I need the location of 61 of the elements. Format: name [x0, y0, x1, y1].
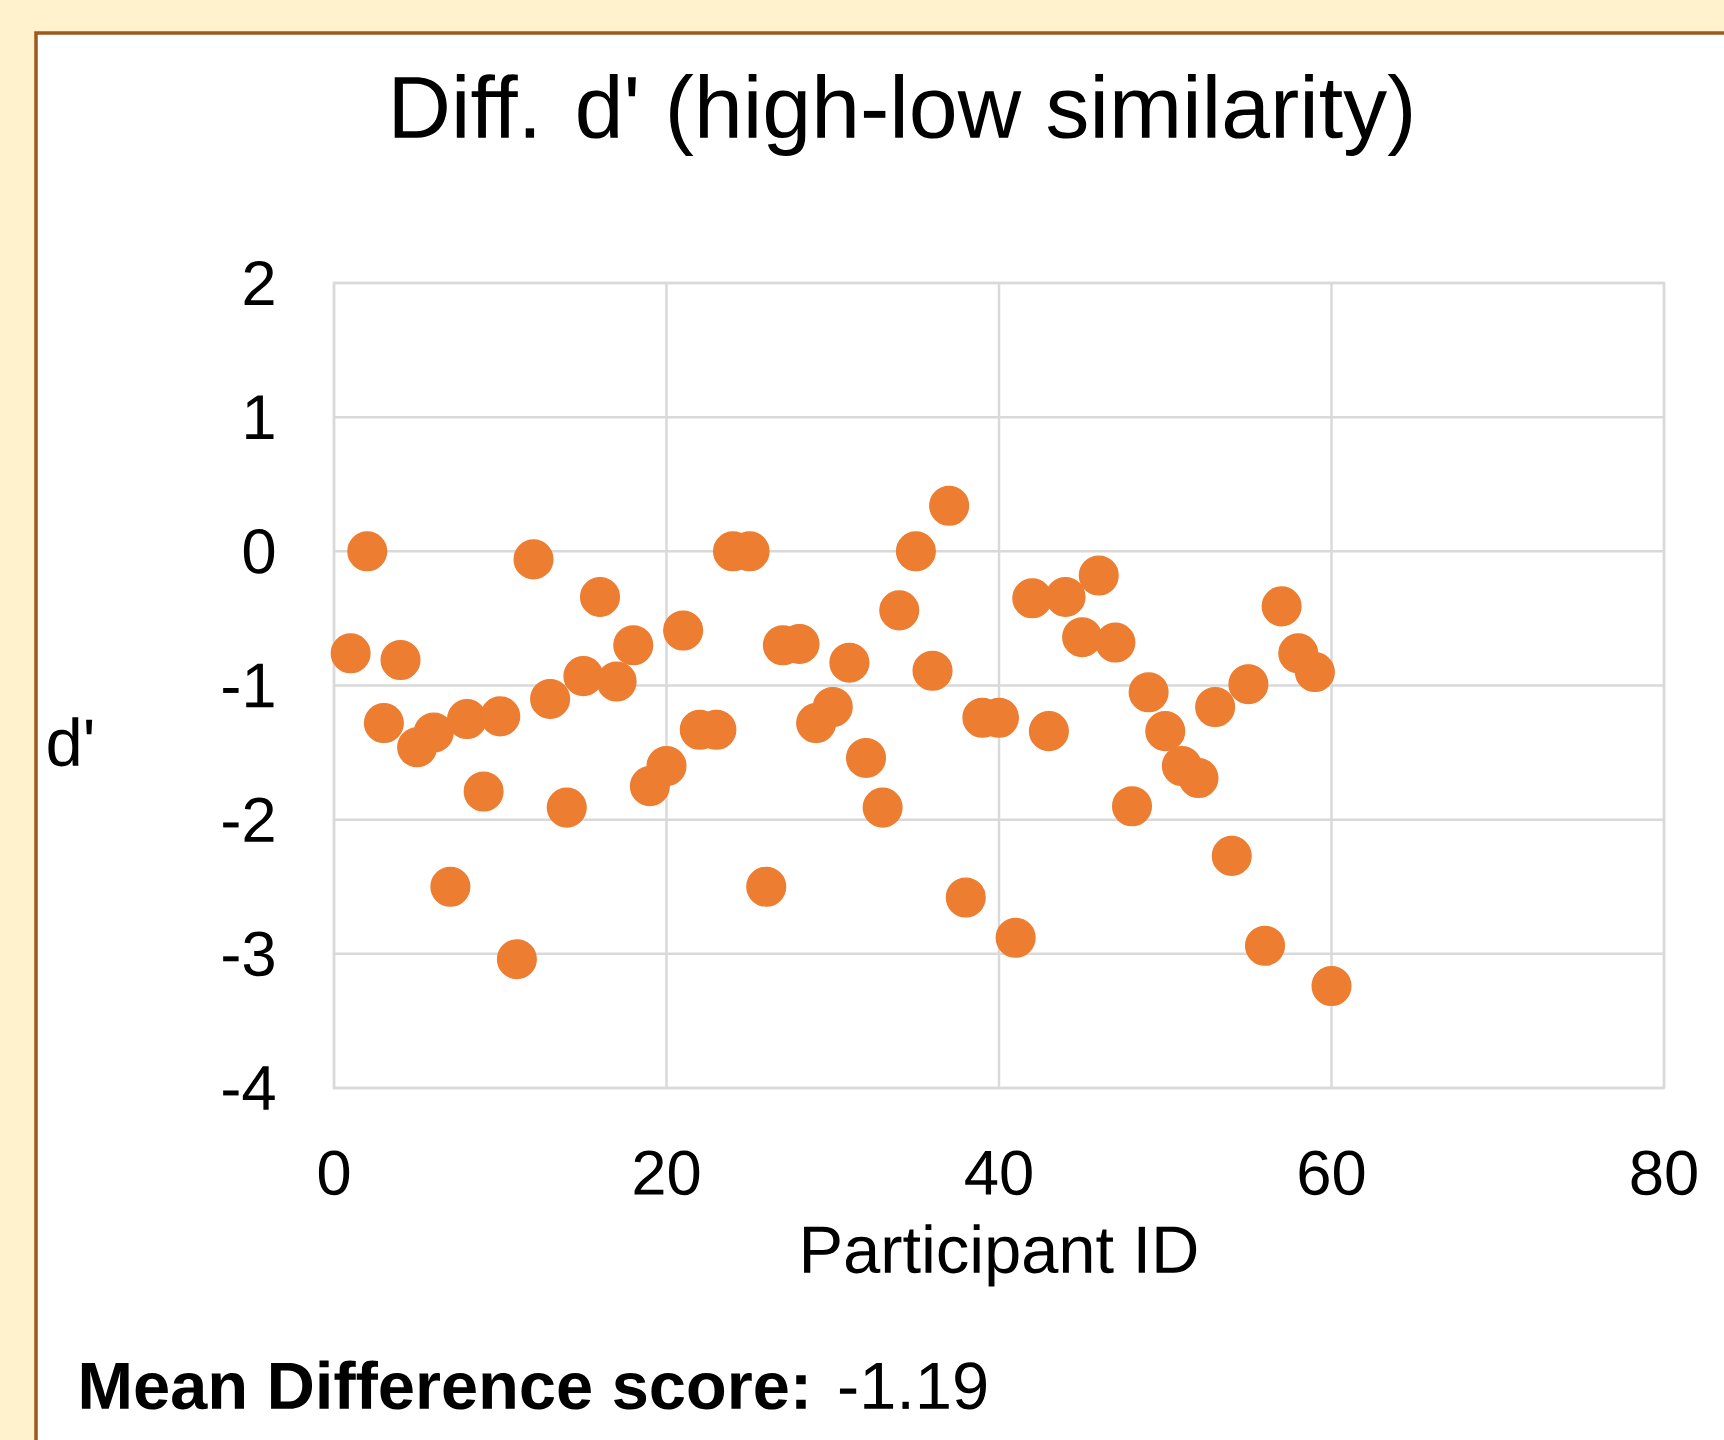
- point: [513, 539, 554, 580]
- y-tick-label: -3: [223, 931, 274, 977]
- point: [912, 650, 953, 691]
- y-tick-label: -2: [223, 797, 274, 842]
- y-tick-label: 1: [246, 395, 274, 439]
- x-tick-label: 40: [965, 1150, 1032, 1196]
- point: [1311, 966, 1352, 1007]
- point: [546, 787, 587, 828]
- point: [496, 939, 537, 980]
- x-axis-title: Participant ID: [804, 1224, 1197, 1287]
- point: [1228, 664, 1269, 705]
- point: [330, 633, 371, 674]
- point: [380, 639, 421, 681]
- point: [413, 712, 454, 753]
- point: [1128, 672, 1169, 713]
- point: [812, 686, 853, 728]
- point: [929, 485, 970, 526]
- point: [1261, 586, 1302, 627]
- y-tick-label: -4: [223, 1066, 275, 1110]
- point: [1111, 786, 1153, 827]
- point: [347, 531, 388, 572]
- x-tick-label: 0: [318, 1150, 350, 1196]
- point: [1045, 576, 1086, 617]
- point: [613, 625, 654, 666]
- point: [746, 866, 787, 907]
- point: [1294, 652, 1335, 693]
- point: [1244, 925, 1286, 966]
- point: [862, 787, 903, 828]
- point: [646, 745, 687, 787]
- point: [480, 696, 521, 737]
- point: [1078, 555, 1119, 596]
- point: [1195, 686, 1236, 728]
- point: [995, 917, 1036, 958]
- point: [663, 610, 704, 651]
- point: [1028, 711, 1069, 752]
- y-tick-label: -1: [223, 663, 274, 708]
- point: [1145, 711, 1186, 752]
- x-tick-label: 80: [1631, 1150, 1697, 1196]
- x-tick-label: 20: [634, 1150, 700, 1196]
- point: [463, 771, 504, 812]
- point: [895, 531, 936, 572]
- point: [829, 642, 870, 683]
- x-tick-label: 60: [1299, 1150, 1365, 1196]
- point: [1062, 617, 1103, 658]
- y-tick-label: 0: [243, 528, 275, 574]
- point: [1095, 622, 1136, 663]
- point: [1178, 758, 1219, 799]
- y-tick-label: 2: [244, 260, 274, 306]
- point: [579, 576, 621, 617]
- point: [430, 866, 471, 907]
- point: [530, 678, 571, 719]
- point: [845, 737, 887, 778]
- text: Mean Difference score: -1.19: [81, 1360, 986, 1410]
- point: [363, 703, 404, 744]
- point: [1211, 835, 1252, 876]
- point: [879, 590, 920, 631]
- y-axis-title: d': [48, 717, 93, 767]
- point: [563, 656, 604, 697]
- point: [945, 877, 986, 918]
- point: [596, 661, 637, 702]
- chart-title: Diff. d' (high-low similarity): [394, 74, 1411, 156]
